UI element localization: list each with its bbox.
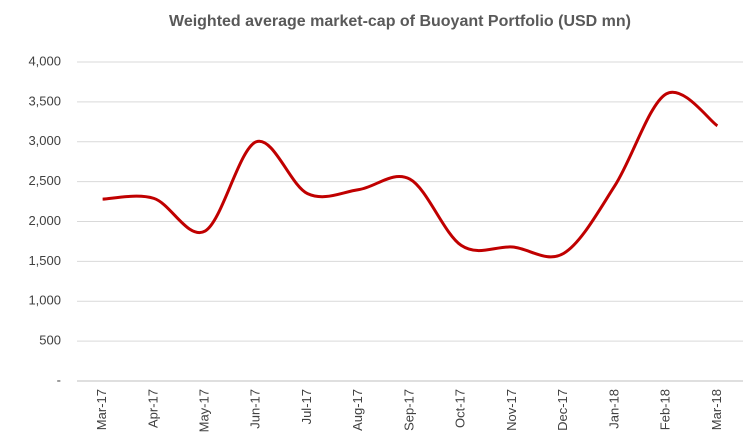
y-tick-label: 3,000 (28, 133, 61, 148)
y-tick-label: 3,500 (28, 93, 61, 108)
x-tick-label: Jun-17 (248, 389, 263, 429)
x-tick-label: Oct-17 (453, 389, 468, 428)
y-tick-label: 4,000 (28, 53, 61, 68)
x-tick-label: Nov-17 (504, 389, 519, 431)
y-tick-label: 2,000 (28, 213, 61, 228)
x-tick-label: May-17 (197, 389, 212, 432)
y-tick-label: 2,500 (28, 173, 61, 188)
x-tick-label: Mar-17 (94, 389, 109, 430)
x-tick-label: Mar-18 (709, 389, 724, 430)
line (102, 90, 719, 259)
x-tick-label: Dec-17 (555, 389, 570, 431)
y-tick-label: 500 (39, 333, 61, 348)
x-tick-label: Feb-18 (658, 389, 673, 430)
x-tick-label: Sep-17 (401, 389, 416, 431)
y-tick-label: - (57, 372, 61, 387)
y-tick-label: 1,000 (28, 293, 61, 308)
y-tick-label: 1,500 (28, 253, 61, 268)
chart-title: Weighted average market-cap of Buoyant P… (169, 13, 631, 30)
x-tick-label: Apr-17 (145, 389, 160, 428)
x-tick-label: Jan-18 (606, 389, 621, 429)
x-tick-label: Jul-17 (299, 389, 314, 424)
x-tick-label: Aug-17 (350, 389, 365, 431)
